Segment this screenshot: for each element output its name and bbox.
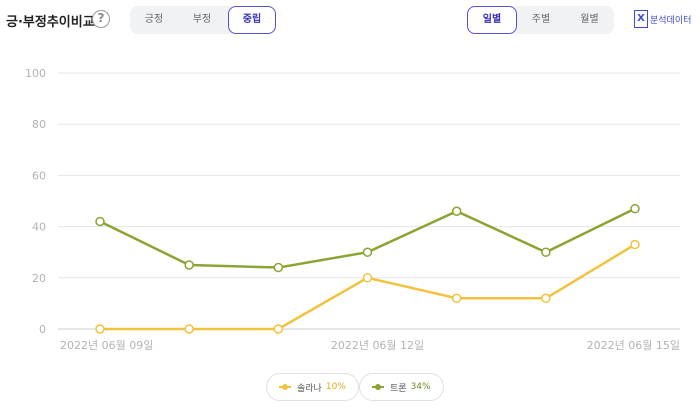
series-line-solana bbox=[100, 243, 636, 331]
y-tick-label: 0 bbox=[39, 323, 46, 336]
help-icon[interactable]: ? bbox=[92, 10, 110, 28]
y-tick-label: 60 bbox=[32, 169, 46, 182]
data-point-tron bbox=[95, 216, 105, 227]
legend-marker-tron bbox=[372, 384, 384, 390]
y-tick-label: 80 bbox=[32, 118, 46, 131]
period-tab-group: 일별 주별 월별 bbox=[467, 6, 614, 34]
excel-icon: X bbox=[634, 10, 648, 28]
tab-weekly[interactable]: 주별 bbox=[531, 14, 551, 25]
legend-percent-solana: 10% bbox=[325, 382, 346, 392]
y-tick-label: 20 bbox=[32, 272, 46, 285]
data-point-solana bbox=[451, 293, 462, 304]
y-tick-label: 100 bbox=[25, 67, 46, 80]
legend-item-solana[interactable]: 솔라나 10% bbox=[266, 373, 359, 401]
data-point-solana bbox=[541, 293, 551, 304]
data-point-tron bbox=[273, 262, 284, 273]
data-point-tron bbox=[184, 260, 194, 270]
data-point-solana bbox=[273, 324, 284, 334]
legend-label-solana: 솔라나 bbox=[297, 383, 322, 394]
tab-daily[interactable]: 일별 bbox=[467, 6, 517, 34]
tab-neutral[interactable]: 중립 bbox=[228, 6, 276, 34]
tab-positive[interactable]: 긍정 bbox=[144, 14, 164, 25]
tab-monthly[interactable]: 월별 bbox=[580, 14, 599, 25]
tab-negative[interactable]: 부정 bbox=[192, 14, 212, 25]
analysis-data-button[interactable]: X 분석데이터 bbox=[634, 10, 691, 28]
data-point-tron bbox=[630, 203, 640, 214]
x-tick-label: 2022년 06월 12일 bbox=[331, 338, 424, 352]
legend-item-tron[interactable]: 트론 34% bbox=[359, 373, 444, 401]
legend-label-tron: 트론 bbox=[390, 383, 407, 394]
data-point-tron bbox=[541, 247, 551, 257]
data-point-tron bbox=[451, 206, 462, 216]
data-point-solana bbox=[630, 239, 640, 250]
page-title: 긍·부정추이비교 bbox=[6, 15, 95, 30]
data-point-solana bbox=[184, 324, 194, 334]
y-tick-label: 40 bbox=[32, 221, 46, 234]
data-point-tron bbox=[362, 247, 373, 257]
legend-percent-tron: 34% bbox=[410, 382, 431, 392]
data-point-solana bbox=[362, 273, 373, 283]
sentiment-tab-group: 긍정 부정 중립 bbox=[130, 6, 276, 34]
series-line-tron bbox=[99, 207, 636, 269]
data-point-solana bbox=[95, 324, 105, 334]
x-tick-label: 2022년 06월 09일 bbox=[60, 338, 153, 352]
legend-marker-solana bbox=[279, 384, 291, 390]
x-tick-label: 2022년 06월 15일 bbox=[587, 338, 680, 352]
analysis-data-label: 분석데이터 bbox=[650, 15, 692, 26]
